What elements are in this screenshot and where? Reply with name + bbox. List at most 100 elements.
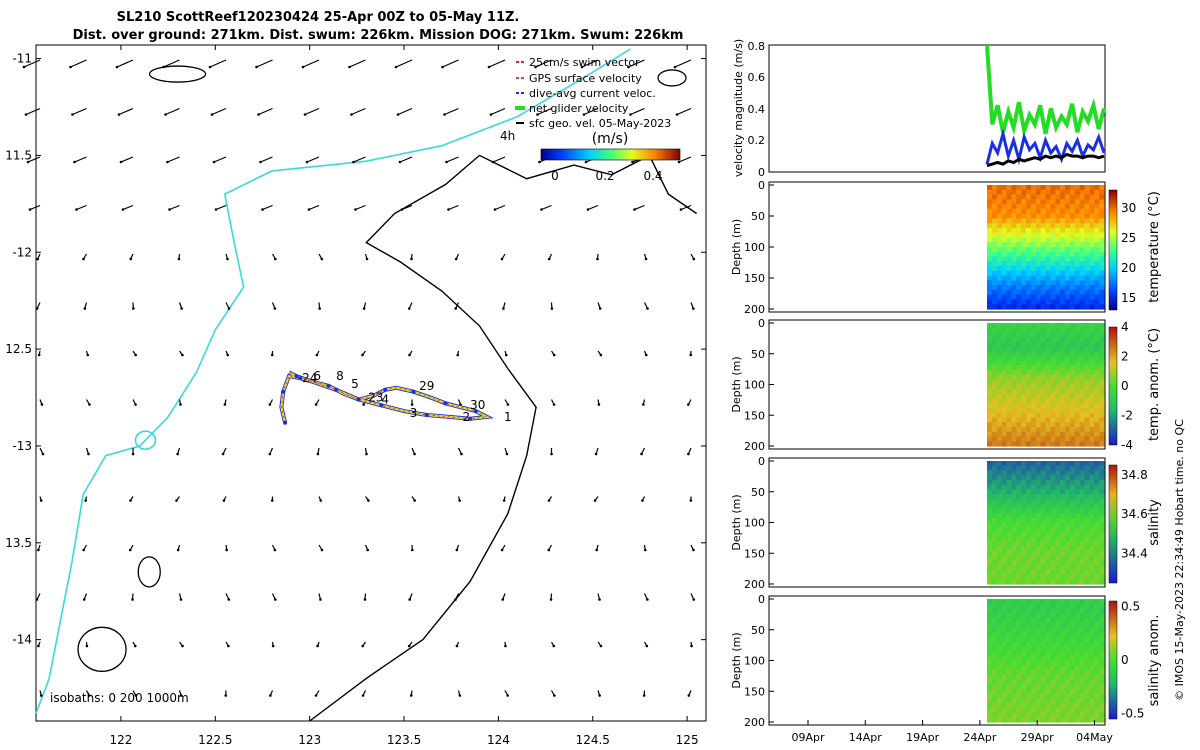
date-tick-label: 19Apr	[906, 731, 940, 744]
heatmap-cell	[1094, 403, 1100, 409]
heatmap-cell	[1055, 527, 1061, 533]
heatmap-cell	[1006, 599, 1012, 605]
heatmap-cell	[1006, 351, 1012, 357]
heatmap-cell	[996, 608, 1003, 614]
heatmap-cell	[1060, 351, 1066, 357]
heatmap-cell	[1045, 555, 1051, 561]
heatmap-cell	[1026, 494, 1032, 500]
heatmap-cell	[1006, 475, 1012, 481]
heatmap-cell	[1011, 232, 1017, 239]
heatmap-cell	[1074, 299, 1081, 305]
heatmap-cell	[1001, 398, 1008, 404]
heatmap-cell	[1026, 299, 1032, 305]
heatmap-cell	[1099, 479, 1105, 486]
heatmap-cell	[1074, 436, 1081, 442]
heatmap-cell	[1006, 204, 1012, 210]
heatmap-cell	[1084, 261, 1090, 267]
heatmap-cell	[1001, 379, 1008, 386]
heatmap-cell	[1089, 660, 1095, 666]
heatmap-cell	[1055, 431, 1061, 438]
heatmap-cell	[1016, 232, 1022, 239]
depth-tick-label: 200	[744, 303, 765, 316]
map-geography	[35, 48, 697, 722]
heatmap-cell	[1001, 403, 1008, 409]
heatmap-cell	[1099, 412, 1105, 419]
heatmap-cell	[1021, 185, 1027, 191]
heatmap-cell	[1045, 189, 1051, 196]
heatmap-cell	[1060, 569, 1066, 576]
velocity-arrow	[163, 59, 180, 68]
heatmap-cell	[1074, 408, 1081, 414]
heatmap-cell	[1050, 569, 1056, 576]
heatmap-cell	[991, 417, 998, 423]
velocity-arrow-head	[35, 307, 39, 310]
heatmap-cell	[991, 299, 998, 305]
map-xtick-label: 122	[109, 733, 132, 747]
colorbar-label: temp. anom. (°C)	[1147, 328, 1162, 441]
heatmap-cell	[1021, 213, 1027, 219]
heatmap-cell	[1099, 304, 1105, 310]
heatmap-cell	[1060, 489, 1066, 495]
heatmap-cell	[1045, 218, 1051, 224]
heatmap-cell	[1079, 394, 1086, 400]
heatmap-cell	[1065, 550, 1071, 557]
heatmap-cell	[1030, 285, 1037, 291]
heatmap-cell	[1084, 408, 1090, 414]
heatmap-cell	[1030, 608, 1037, 614]
heatmap-cell	[1094, 204, 1100, 210]
heatmap-cell	[1030, 261, 1037, 267]
heatmap-cell	[1079, 613, 1086, 619]
heatmap-cell	[1001, 189, 1008, 196]
heatmap-cell	[1065, 412, 1071, 419]
heatmap-cell	[1055, 508, 1061, 514]
heatmap-cell	[1074, 574, 1081, 580]
depth-tick-label: 0	[758, 317, 765, 330]
heatmap-cell	[1084, 622, 1090, 628]
heatmap-cell	[996, 569, 1003, 576]
heatmap-cell	[1045, 280, 1051, 286]
heatmap-cell	[1030, 247, 1037, 253]
velocity-arrow-head	[413, 452, 416, 456]
heatmap-cell	[1050, 655, 1056, 662]
colorbar-title: (m/s)	[592, 131, 629, 147]
heatmap-cell	[1001, 427, 1008, 433]
heatmap-cell	[1055, 213, 1061, 219]
heatmap-cell	[1021, 674, 1027, 680]
heatmap-cell	[1016, 550, 1022, 557]
heatmap-cell	[1035, 204, 1042, 210]
heatmap-cell	[1079, 513, 1086, 519]
heatmap-cell	[1011, 470, 1017, 476]
heatmap-cell	[1050, 665, 1056, 671]
velocity-arrow-head	[689, 353, 693, 357]
heatmap-cell	[1094, 655, 1100, 662]
heatmap-cell	[1045, 351, 1051, 357]
heatmap-cell	[1060, 688, 1066, 695]
velocity-arrow-head	[71, 113, 74, 116]
heatmap-cell	[1074, 356, 1081, 362]
heatmap-cell	[1011, 389, 1017, 395]
heatmap-cell	[1079, 627, 1086, 633]
heatmap-cell	[1011, 422, 1017, 428]
heatmap-cell	[1099, 332, 1105, 338]
heatmap-cell	[1021, 398, 1027, 404]
heatmap-cell	[1006, 275, 1012, 281]
heatmap-cell	[1021, 251, 1027, 258]
heatmap-cell	[1055, 194, 1061, 200]
heatmap-cell	[1094, 717, 1100, 723]
heatmap-cell	[1094, 251, 1100, 258]
velocity-arrow-head	[37, 644, 40, 648]
heatmap-cell	[991, 408, 998, 414]
heatmap-cell	[1021, 275, 1027, 281]
heatmap-cell	[1040, 237, 1047, 243]
heatmap-cell	[1089, 603, 1095, 609]
colorbar-gradient	[540, 148, 681, 161]
heatmap-cell	[1069, 655, 1076, 662]
heatmap-cell	[1060, 398, 1066, 404]
depth-tick-label: 100	[744, 517, 765, 530]
velocity-arrow	[23, 59, 41, 68]
heatmap-cell	[996, 684, 1003, 690]
velocity-arrow-head	[270, 353, 274, 357]
heatmap-cell	[1040, 441, 1047, 447]
heatmap-cell	[1069, 208, 1076, 215]
heatmap-cell	[1006, 688, 1012, 695]
